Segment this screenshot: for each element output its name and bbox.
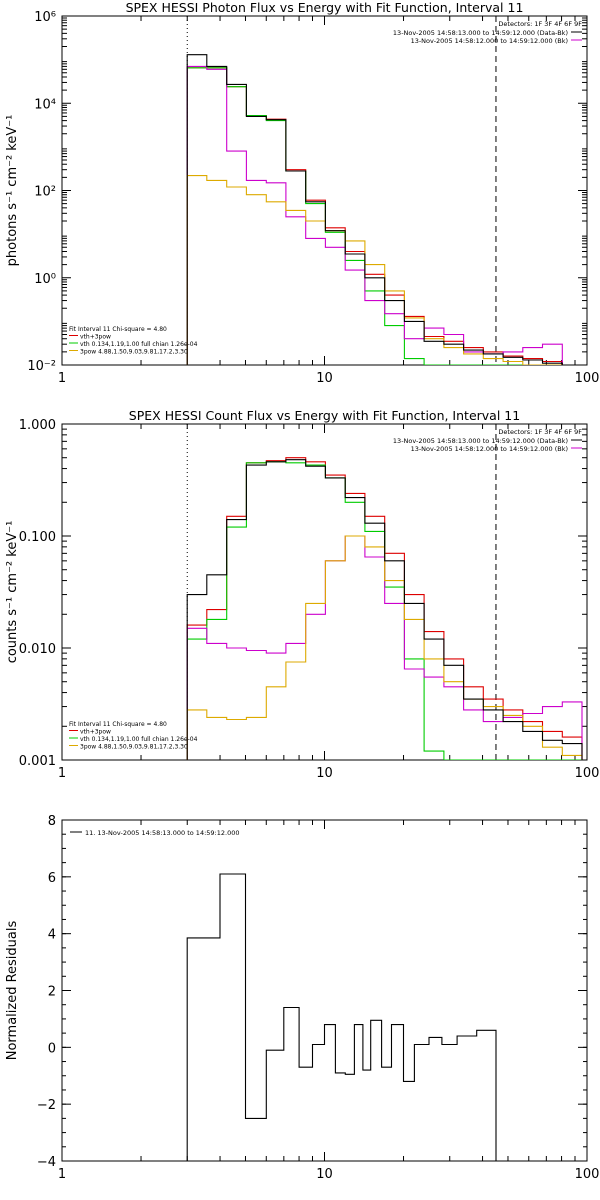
x-tick-label: 10 <box>316 371 333 386</box>
y-tick-label: 10⁻² <box>27 359 56 374</box>
series-line-5 <box>186 175 563 365</box>
x-tick-label: 100 <box>575 1167 600 1182</box>
y-axis-label: counts s⁻¹ cm⁻² keV⁻¹ <box>5 521 20 664</box>
x-tick-label: 10 <box>316 766 333 781</box>
fit-info-label: vth+3pow <box>80 334 111 341</box>
series-line-3 <box>186 461 582 760</box>
series-line-1 <box>186 873 497 1161</box>
series-line-1 <box>186 459 583 760</box>
fit-info-label: vth+3pow <box>80 729 111 736</box>
series-line-2 <box>186 67 563 365</box>
fit-info-label: 3pow 4.88,1.50,9.03,9.81,17.2,3.30 <box>80 744 188 751</box>
y-tick-label: 2 <box>48 985 56 1000</box>
y-tick-label: 0.001 <box>19 754 56 769</box>
y-tick-label: −4 <box>37 1155 56 1170</box>
x-tick-label: 100 <box>575 766 600 781</box>
chart-panel-1: SPEX HESSI Photon Flux vs Energy with Fi… <box>5 0 599 386</box>
fit-info-label: Fit Interval 11 Chi-square = 4.80 <box>69 326 167 333</box>
series-line-1 <box>186 54 563 365</box>
y-tick-label: 1.000 <box>19 418 56 433</box>
fit-info-label: vth 0.134,1.19,1.00 full chian 1.26e-04 <box>80 341 198 348</box>
x-tick-label: 10 <box>316 1167 333 1182</box>
x-tick-label: 100 <box>575 371 600 386</box>
y-tick-label: 10⁶ <box>34 10 56 25</box>
chart-title: SPEX HESSI Count Flux vs Energy with Fit… <box>129 408 520 423</box>
series-group <box>186 873 497 1161</box>
y-tick-label: 10⁴ <box>34 97 56 112</box>
legend-header: Detectors: 1F 3F 4F 6F 9F <box>498 428 582 436</box>
y-tick-label: 10² <box>34 185 56 200</box>
fit-info-label: vth 0.134,1.19,1.00 full chian 1.26e-04 <box>80 736 198 743</box>
legend-label: 13-Nov-2005 14:58:12.000 to 14:59:12.000… <box>411 37 568 45</box>
y-tick-label: 4 <box>48 928 56 943</box>
series-group <box>186 457 583 760</box>
series-line-4 <box>186 65 563 365</box>
x-tick-label: 1 <box>58 1167 66 1182</box>
series-line-3 <box>186 67 563 365</box>
x-tick-label: 1 <box>58 371 66 386</box>
y-axis-label: Normalized Residuals <box>5 921 20 1061</box>
chart-panel-2: SPEX HESSI Count Flux vs Energy with Fit… <box>5 408 599 781</box>
legend-header: Detectors: 1F 3F 4F 6F 9F <box>498 20 582 28</box>
legend-label: 13-Nov-2005 14:58:12.000 to 14:59:12.000… <box>411 445 568 453</box>
legend-label: 11. 13-Nov-2005 14:58:13.000 to 14:59:12… <box>85 829 239 837</box>
legend-label: 13-Nov-2005 14:58:13.000 to 14:59:12.000… <box>393 29 568 37</box>
plot-frame <box>61 15 588 366</box>
y-tick-label: 8 <box>48 814 56 829</box>
series-group <box>186 54 563 365</box>
fit-info-label: 3pow 4.88,1.50,9.03,9.81,17.2,3.30 <box>80 349 188 356</box>
y-tick-label: −2 <box>37 1098 56 1113</box>
x-tick-label: 1 <box>58 766 66 781</box>
y-tick-label: 0.010 <box>19 642 56 657</box>
chart-title: SPEX HESSI Photon Flux vs Energy with Fi… <box>126 0 524 15</box>
plot-frame <box>61 819 588 1162</box>
y-tick-label: 6 <box>48 871 56 886</box>
legend-label: 13-Nov-2005 14:58:13.000 to 14:59:12.000… <box>393 437 568 445</box>
y-tick-label: 0 <box>48 1041 56 1056</box>
series-line-5 <box>186 535 583 760</box>
chart-panel-3: 1 10 100 −4 −2 0 2 4 6 8 Normalized Residuals 11. 1… <box>5 814 599 1182</box>
y-axis-label: photons s⁻¹ cm⁻² keV⁻¹ <box>5 115 20 267</box>
fit-info-label: Fit Interval 11 Chi-square = 4.80 <box>69 721 167 728</box>
y-tick-label: 0.100 <box>19 530 56 545</box>
y-tick-label: 10⁰ <box>34 272 56 287</box>
